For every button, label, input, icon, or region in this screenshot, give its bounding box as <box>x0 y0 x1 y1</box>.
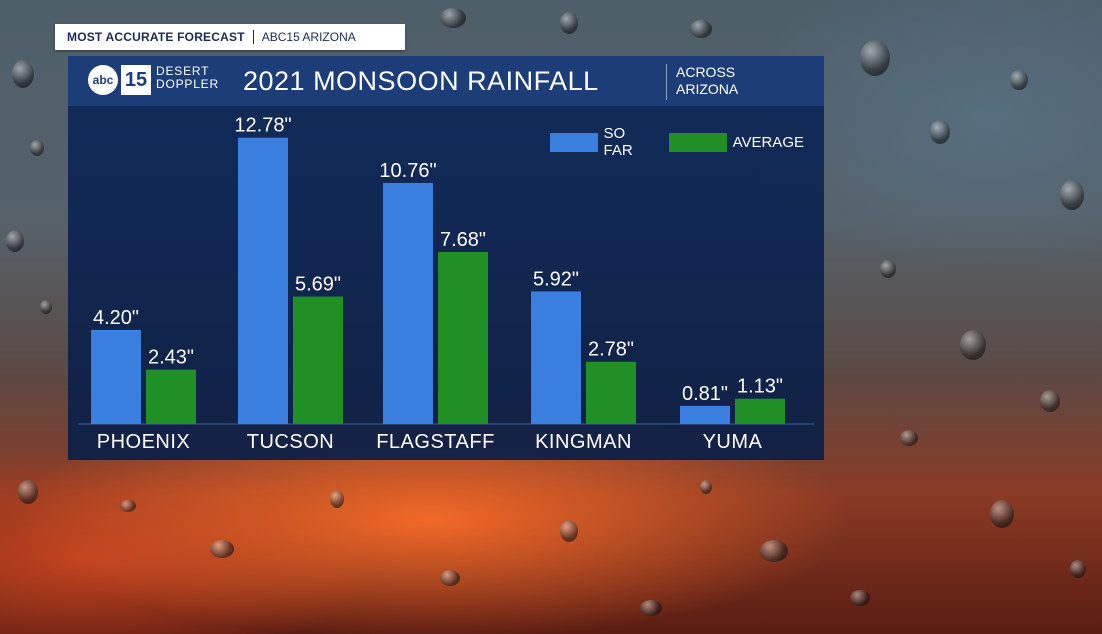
data-label-yuma-average: 1.13" <box>737 376 783 398</box>
desert-doppler-logo: DESERT DOPPLER <box>156 65 219 91</box>
bar-tucson-average <box>293 296 343 424</box>
bar-tucson-so-far <box>238 137 288 424</box>
category-label-phoenix: PHOENIX <box>97 431 191 453</box>
data-label-kingman-so-far: 5.92" <box>533 268 579 290</box>
data-label-tucson-average: 5.69" <box>295 274 341 296</box>
bar-phoenix-so-far <box>91 329 141 424</box>
chart-panel: abc 15 DESERT DOPPLER 2021 MONSOON RAINF… <box>68 56 824 460</box>
banner-station-text: ABC15 ARIZONA <box>261 30 356 44</box>
legend-swatch-average <box>668 132 727 152</box>
channel-number-logo: 15 <box>121 65 151 95</box>
data-label-flagstaff-so-far: 10.76" <box>379 160 436 182</box>
legend-label-average: AVERAGE <box>732 133 804 151</box>
bar-kingman-so-far <box>531 291 581 424</box>
chart-title: 2021 MONSOON RAINFALL <box>243 66 599 96</box>
legend-item-so-far: SO FAR <box>550 125 649 159</box>
header-divider <box>666 64 667 100</box>
bar-yuma-so-far <box>680 405 730 424</box>
chart-header: abc 15 DESERT DOPPLER 2021 MONSOON RAINF… <box>68 56 824 106</box>
data-label-phoenix-so-far: 4.20" <box>93 307 139 329</box>
data-label-tucson-so-far: 12.78" <box>234 115 291 137</box>
bar-phoenix-average <box>146 369 196 424</box>
chart-legend: SO FAR AVERAGE <box>550 125 824 159</box>
bar-kingman-average <box>586 361 636 424</box>
broadcast-banner: MOST ACCURATE FORECAST ABC15 ARIZONA <box>55 24 405 50</box>
bar-yuma-average <box>735 398 785 424</box>
legend-item-average: AVERAGE <box>668 132 804 152</box>
legend-swatch-so-far <box>550 132 598 152</box>
subtitle-line-1: ACROSS <box>676 64 736 80</box>
category-label-yuma: YUMA <box>703 431 763 453</box>
logo-line-1: DESERT <box>156 64 210 78</box>
chart-subtitle: ACROSS ARIZONA <box>676 64 738 98</box>
subtitle-line-2: ARIZONA <box>676 81 739 97</box>
data-label-flagstaff-average: 7.68" <box>440 229 486 251</box>
abc-logo-icon: abc <box>88 65 118 95</box>
category-label-flagstaff: FLAGSTAFF <box>376 431 495 453</box>
data-label-kingman-average: 2.78" <box>588 339 634 361</box>
banner-main-text: MOST ACCURATE FORECAST <box>67 30 245 44</box>
legend-label-so-far: SO FAR <box>603 125 633 159</box>
category-label-kingman: KINGMAN <box>535 431 632 453</box>
bar-chart: 4.20" 2.43" PHOENIX 12.78" 5.69" TUCSON 10.76"… <box>78 115 814 453</box>
bar-flagstaff-average <box>438 251 488 424</box>
bar-flagstaff-so-far <box>383 182 433 424</box>
banner-divider <box>252 30 254 44</box>
logo-line-2: DOPPLER <box>156 77 219 91</box>
category-label-tucson: TUCSON <box>247 431 334 453</box>
data-label-yuma-so-far: 0.81" <box>682 383 728 405</box>
data-label-phoenix-average: 2.43" <box>148 347 194 369</box>
